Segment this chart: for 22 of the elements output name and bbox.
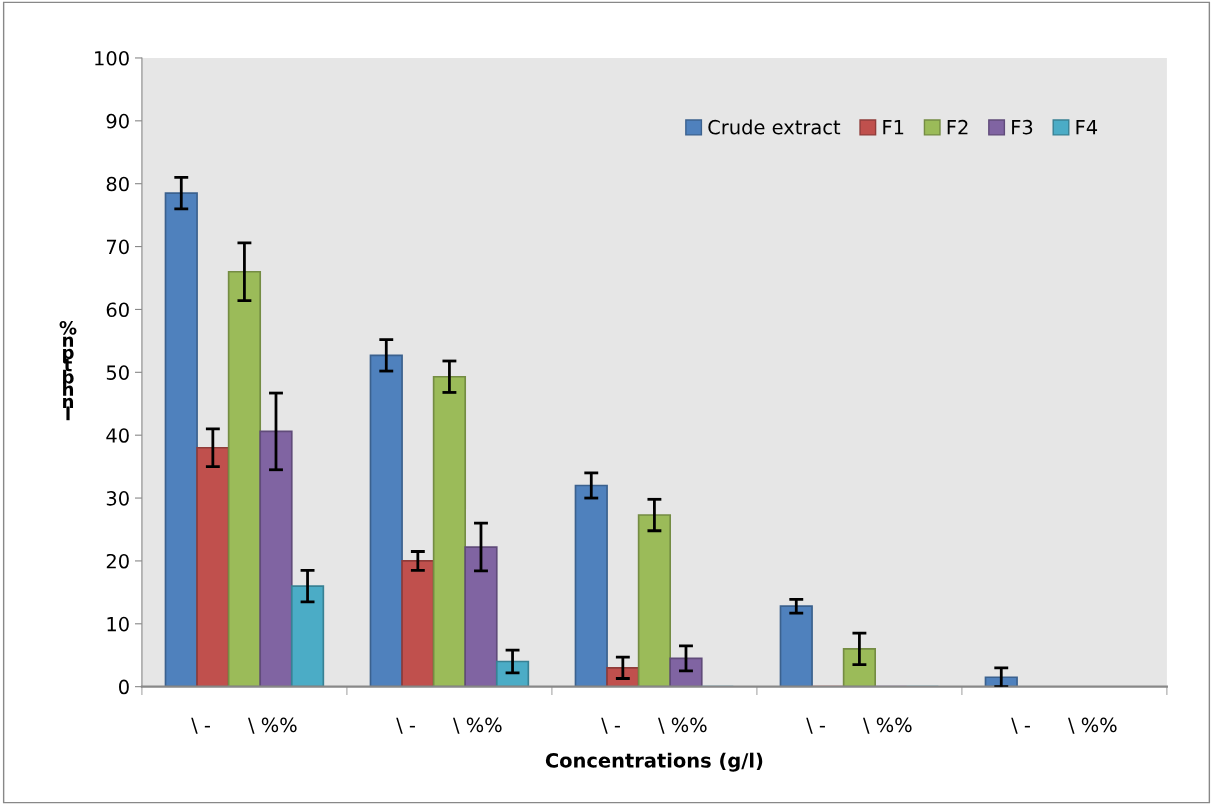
y-tick-label: 20	[106, 553, 129, 569]
y-tick-label: 100	[95, 50, 129, 66]
legend-label: F4	[1076, 120, 1098, 135]
legend-label: F1	[883, 120, 904, 135]
x-tick-label: \ - \ %%	[1011, 717, 1117, 734]
y-tick-label: 80	[106, 176, 129, 192]
x-tick-label: \ - \ %%	[601, 717, 707, 734]
legend-label: Crude extract	[708, 119, 841, 135]
x-tick-label: \ - \ %%	[191, 717, 297, 734]
y-tick-label: 90	[106, 113, 129, 129]
x-axis-title: Concentrations (g/l)	[545, 752, 763, 772]
y-tick-label: 50	[106, 365, 129, 380]
y-tick-label: 30	[106, 491, 129, 506]
legend-label: F2	[947, 119, 968, 135]
y-tick-label: 70	[106, 239, 129, 255]
legend-label: F3	[1012, 119, 1033, 135]
x-tick-label: \ - \ %%	[396, 717, 502, 734]
x-tick-label: \ - \ %%	[806, 717, 912, 734]
y-tick-label: 10	[107, 616, 129, 632]
y-tick-label: 40	[106, 428, 129, 443]
y-tick-label: 60	[106, 302, 129, 318]
y-tick-label: 0	[119, 679, 129, 695]
